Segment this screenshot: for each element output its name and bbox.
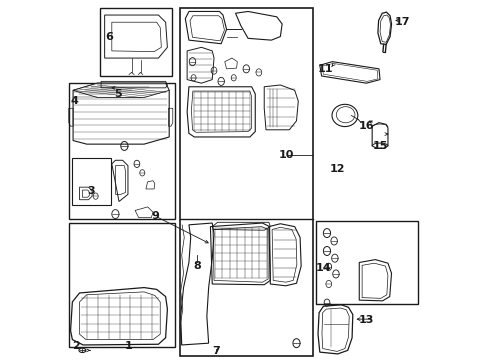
Bar (72, 158, 111, 205)
Text: 9: 9 (151, 211, 159, 221)
Bar (100, 8, 172, 76)
Text: 13: 13 (358, 315, 373, 325)
Bar (69, 223, 174, 347)
Text: 11: 11 (317, 64, 333, 74)
Text: 6: 6 (105, 32, 113, 41)
Text: 3: 3 (87, 186, 95, 196)
Text: 2: 2 (72, 341, 80, 351)
Text: 17: 17 (394, 17, 409, 27)
Bar (180, 8, 312, 356)
Text: 5: 5 (114, 89, 122, 99)
Bar (69, 83, 174, 220)
Text: 14: 14 (315, 263, 330, 273)
Text: 12: 12 (329, 164, 345, 174)
Text: 4: 4 (70, 96, 78, 106)
Text: 1: 1 (125, 341, 133, 351)
Bar (316, 221, 418, 304)
Text: 10: 10 (279, 150, 294, 160)
Text: 7: 7 (211, 346, 219, 356)
Text: 15: 15 (371, 141, 387, 151)
Text: 16: 16 (358, 121, 373, 131)
Text: 8: 8 (193, 261, 201, 271)
Polygon shape (73, 83, 169, 98)
